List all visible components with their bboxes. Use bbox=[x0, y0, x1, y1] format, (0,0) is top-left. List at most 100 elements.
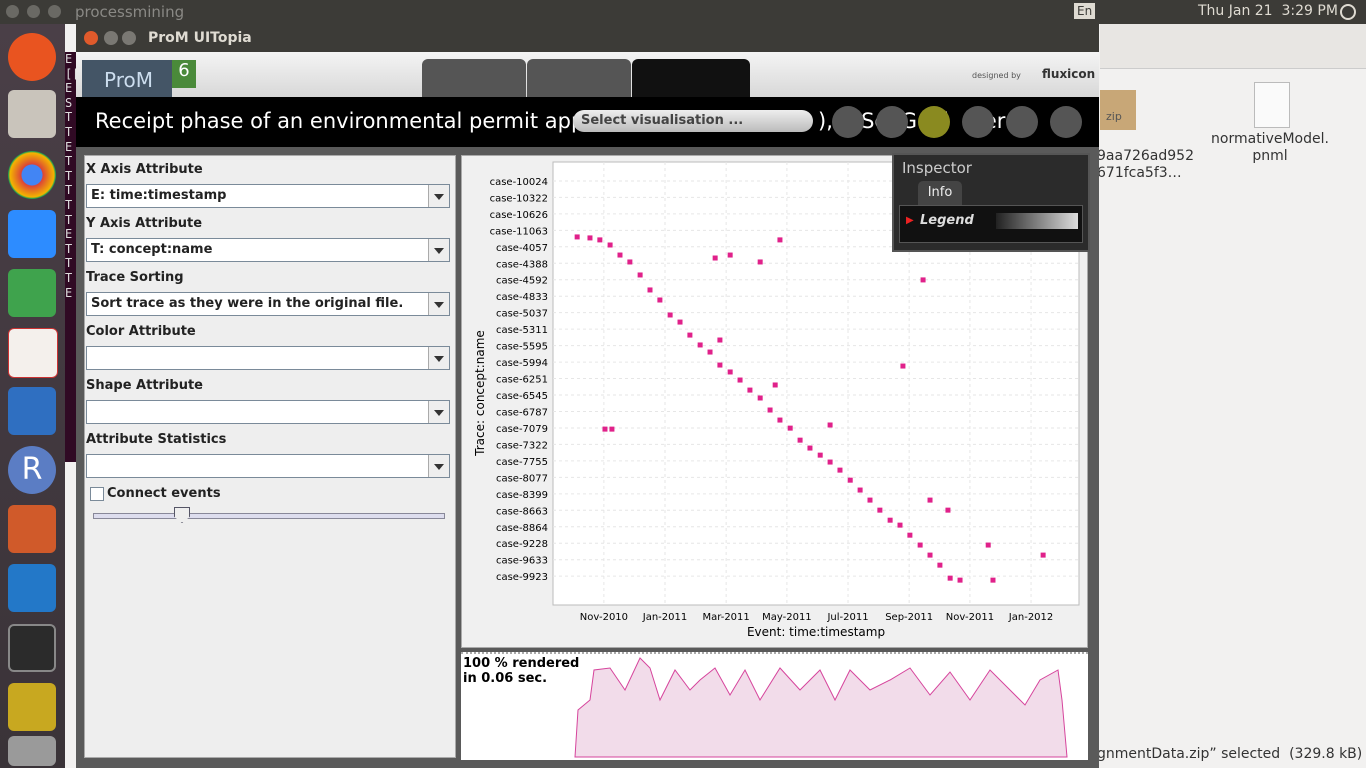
point bbox=[857, 487, 863, 493]
file-toolbar bbox=[1100, 24, 1366, 69]
combo-box[interactable]: E: time:timestamp bbox=[86, 184, 450, 208]
combo-arrow[interactable] bbox=[428, 185, 449, 207]
point bbox=[697, 342, 703, 348]
x-tick-label: Jan-2012 bbox=[1008, 612, 1053, 623]
point bbox=[867, 497, 873, 503]
point bbox=[877, 507, 883, 513]
close[interactable] bbox=[84, 31, 98, 45]
button[interactable] bbox=[832, 106, 864, 138]
y-tick-label: case-6787 bbox=[496, 407, 548, 418]
button[interactable] bbox=[962, 106, 994, 138]
x-tick-label: Nov-2011 bbox=[946, 612, 994, 623]
point bbox=[707, 349, 713, 355]
tab-actions[interactable] bbox=[527, 59, 631, 97]
calc-icon[interactable] bbox=[8, 269, 56, 317]
tab-views[interactable] bbox=[632, 59, 750, 97]
maximize[interactable] bbox=[48, 5, 61, 18]
visualisation-select[interactable]: Select visualisation ... bbox=[573, 110, 813, 132]
chrome-icon[interactable] bbox=[8, 151, 56, 199]
point bbox=[957, 577, 963, 583]
y-tick-label: case-8077 bbox=[496, 473, 548, 484]
r-icon[interactable]: R bbox=[8, 446, 56, 494]
inspector: Inspector Info ▶ Legend bbox=[892, 153, 1090, 252]
point bbox=[609, 426, 615, 432]
minimize[interactable] bbox=[104, 31, 118, 45]
point bbox=[927, 497, 933, 503]
point bbox=[927, 552, 933, 558]
power[interactable] bbox=[1340, 4, 1356, 20]
button[interactable] bbox=[918, 106, 950, 138]
render-text: in 0.06 sec. bbox=[463, 671, 547, 686]
combo-box[interactable] bbox=[86, 346, 450, 370]
density-area bbox=[574, 657, 1068, 758]
checkbox[interactable] bbox=[90, 487, 104, 501]
field-label: Attribute Statistics bbox=[86, 432, 227, 447]
combo-arrow[interactable] bbox=[428, 455, 449, 477]
y-tick-label: case-10626 bbox=[490, 210, 548, 221]
files-icon[interactable] bbox=[8, 90, 56, 138]
combo-arrow[interactable] bbox=[428, 293, 449, 315]
lang[interactable]: En bbox=[1074, 3, 1096, 19]
combo-arrow[interactable] bbox=[428, 239, 449, 261]
y-tick-label: case-10322 bbox=[490, 193, 548, 204]
legend-label[interactable]: Legend bbox=[920, 213, 974, 228]
point bbox=[602, 426, 608, 432]
render-text: 100 % rendered bbox=[463, 656, 579, 671]
y-tick-label: case-5311 bbox=[496, 325, 548, 336]
field-label: Trace Sorting bbox=[86, 270, 184, 285]
y-tick-label: case-6545 bbox=[496, 391, 548, 402]
zoom-icon[interactable] bbox=[8, 210, 56, 258]
trash-icon[interactable] bbox=[8, 736, 56, 766]
combo-box[interactable]: Sort trace as they were in the original … bbox=[86, 292, 450, 316]
point bbox=[617, 252, 623, 258]
ubuntu-icon[interactable] bbox=[8, 33, 56, 81]
point bbox=[767, 407, 773, 413]
y-tick-label: case-7322 bbox=[496, 440, 548, 451]
slider[interactable] bbox=[93, 513, 445, 519]
point bbox=[737, 377, 743, 383]
maximize[interactable] bbox=[122, 31, 136, 45]
vscode-icon[interactable] bbox=[8, 564, 56, 612]
point bbox=[607, 242, 613, 248]
point bbox=[827, 422, 833, 428]
file-label[interactable]: normativeModel. pnml bbox=[1211, 131, 1329, 164]
combo-arrow[interactable] bbox=[428, 347, 449, 369]
app-name: processmining bbox=[75, 3, 185, 21]
title-bar: ProM UITopia bbox=[76, 24, 1099, 52]
point bbox=[945, 507, 951, 513]
expander[interactable]: ▶ bbox=[906, 215, 914, 226]
checkbox-label: Connect events bbox=[107, 486, 221, 501]
point bbox=[627, 259, 633, 265]
field-label: X Axis Attribute bbox=[86, 162, 203, 177]
y-tick-label: case-11063 bbox=[490, 226, 548, 237]
pdf-icon[interactable] bbox=[8, 328, 58, 378]
point bbox=[920, 277, 926, 283]
point bbox=[947, 575, 953, 581]
slider-thumb[interactable] bbox=[174, 507, 190, 523]
button[interactable] bbox=[1050, 106, 1082, 138]
combo-box[interactable]: T: concept:name bbox=[86, 238, 450, 262]
combo-box[interactable] bbox=[86, 454, 450, 478]
writer-icon[interactable] bbox=[8, 387, 56, 435]
button[interactable] bbox=[1006, 106, 1038, 138]
combo-arrow[interactable] bbox=[428, 401, 449, 423]
x-tick-label: May-2011 bbox=[762, 612, 812, 623]
window-title: ProM UITopia bbox=[148, 30, 252, 46]
file-label[interactable]: 9aa726ad952 671fca5f3… bbox=[1097, 148, 1194, 181]
y-tick-label: case-5994 bbox=[496, 358, 548, 369]
y-tick-label: case-8864 bbox=[496, 523, 548, 534]
button[interactable] bbox=[876, 106, 908, 138]
close[interactable] bbox=[6, 5, 19, 18]
minimize[interactable] bbox=[27, 5, 40, 18]
point bbox=[937, 562, 943, 568]
clock[interactable]: Thu Jan 21 3:29 PM bbox=[1198, 3, 1338, 19]
prom-icon[interactable] bbox=[8, 683, 56, 731]
impress-icon[interactable] bbox=[8, 505, 56, 553]
inspector-tab[interactable]: Info bbox=[918, 181, 962, 205]
point bbox=[637, 272, 643, 278]
terminal-icon[interactable] bbox=[8, 624, 56, 672]
view-header: Receipt phase of an environmental permit… bbox=[76, 97, 1099, 147]
combo-box[interactable] bbox=[86, 400, 450, 424]
tab-workspace[interactable] bbox=[422, 59, 526, 97]
